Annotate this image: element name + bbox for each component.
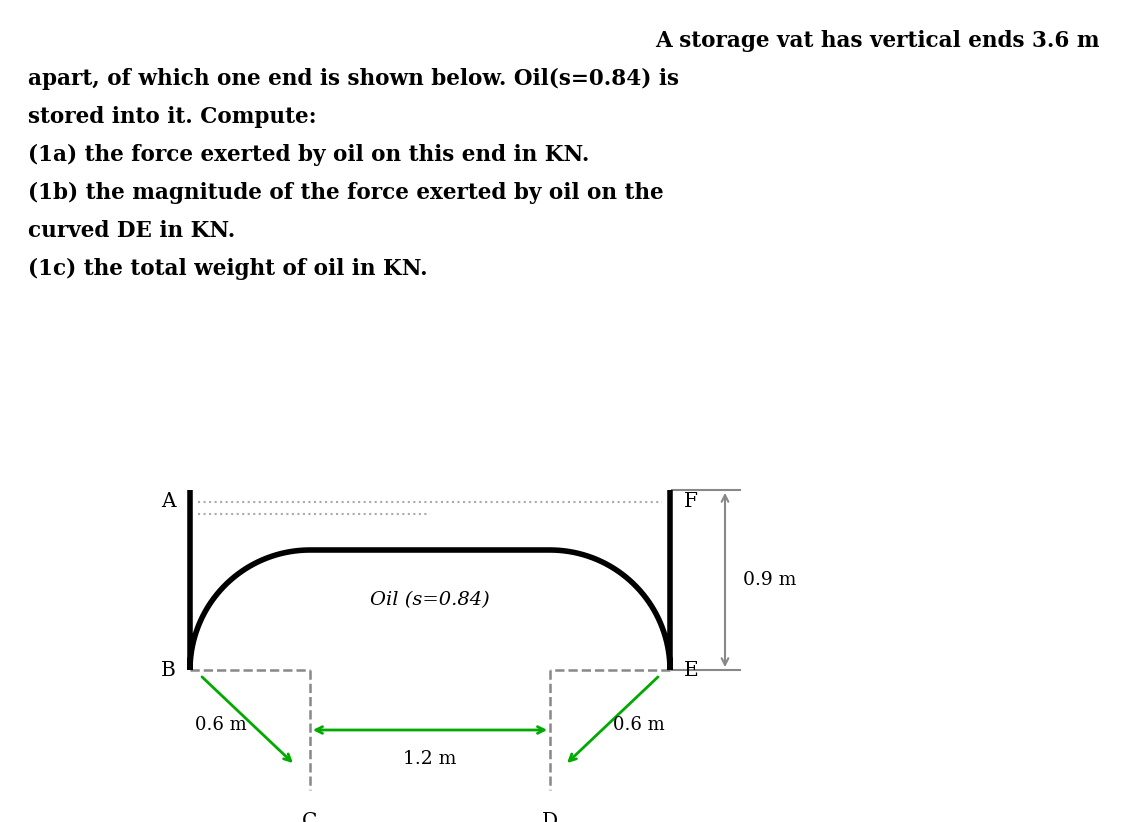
Text: (1b) the magnitude of the force exerted by oil on the: (1b) the magnitude of the force exerted … bbox=[28, 182, 664, 204]
Text: 1.2 m: 1.2 m bbox=[404, 750, 457, 768]
Text: C: C bbox=[303, 812, 317, 822]
Text: curved DE in KN.: curved DE in KN. bbox=[28, 220, 235, 242]
Text: 0.6 m: 0.6 m bbox=[195, 716, 246, 734]
Text: D: D bbox=[542, 812, 558, 822]
Text: B: B bbox=[161, 661, 176, 680]
Text: (1c) the total weight of oil in KN.: (1c) the total weight of oil in KN. bbox=[28, 258, 428, 280]
Text: A: A bbox=[161, 492, 176, 511]
Text: 0.6 m: 0.6 m bbox=[613, 716, 665, 734]
Text: 0.9 m: 0.9 m bbox=[742, 571, 796, 589]
Text: Oil (s=0.84): Oil (s=0.84) bbox=[370, 591, 489, 609]
Text: stored into it. Compute:: stored into it. Compute: bbox=[28, 106, 316, 128]
Text: E: E bbox=[684, 661, 699, 680]
Text: F: F bbox=[684, 492, 698, 511]
Text: (1a) the force exerted by oil on this end in KN.: (1a) the force exerted by oil on this en… bbox=[28, 144, 590, 166]
Text: apart, of which one end is shown below. Oil(s=0.84) is: apart, of which one end is shown below. … bbox=[28, 68, 680, 90]
Text: A storage vat has vertical ends 3.6 m: A storage vat has vertical ends 3.6 m bbox=[656, 30, 1100, 52]
